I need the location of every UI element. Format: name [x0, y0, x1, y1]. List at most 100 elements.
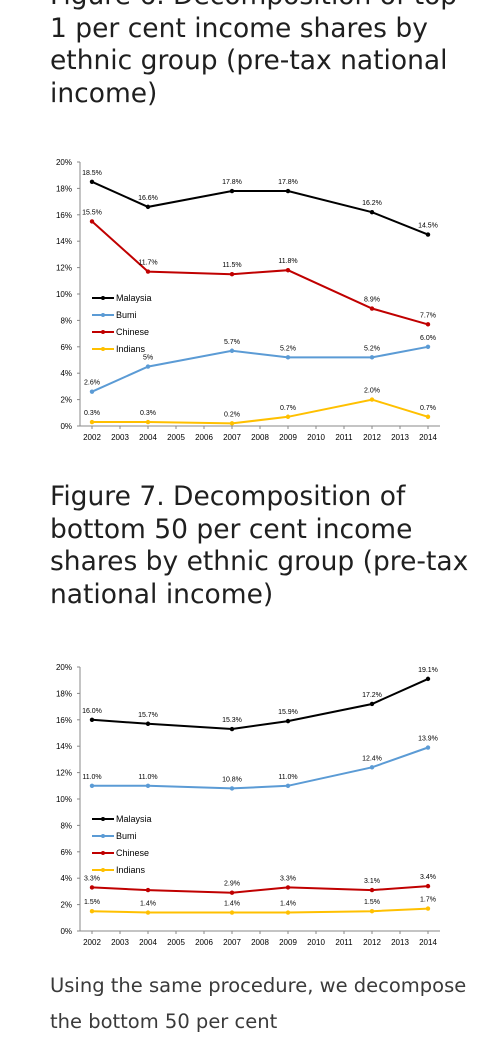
series-line-indians	[92, 398, 429, 425]
x-tick-label: 2011	[335, 433, 353, 442]
data-label-bumi: 2.6%	[84, 380, 100, 387]
legend-label-malaysia: Malaysia	[116, 293, 152, 303]
data-point-indians	[425, 906, 431, 911]
x-tick-label: 2006	[195, 938, 213, 947]
data-point-bumi	[285, 355, 291, 360]
data-label-bumi: 5.2%	[280, 345, 296, 352]
x-tick-label: 2010	[307, 433, 325, 442]
data-label-chinese: 3.1%	[364, 878, 380, 885]
data-label-indians: 0.7%	[280, 405, 296, 412]
y-tick-label: 20%	[56, 158, 72, 167]
x-tick-label: 2013	[391, 938, 409, 947]
data-label-malaysia: 19.1%	[418, 667, 438, 674]
legend-marker-indians	[101, 868, 105, 872]
x-tick-label: 2007	[223, 433, 241, 442]
series-line-bumi	[92, 746, 429, 790]
x-tick-label: 2013	[391, 433, 409, 442]
x-tick-label: 2005	[167, 938, 185, 947]
data-point-indians	[229, 910, 235, 915]
data-label-chinese: 11.7%	[138, 260, 157, 267]
data-label-malaysia: 18.5%	[82, 170, 102, 177]
legend-label-malaysia: Malaysia	[116, 814, 152, 824]
y-tick-label: 8%	[60, 316, 72, 325]
data-point-chinese	[425, 883, 431, 889]
x-tick-label: 2003	[111, 433, 129, 442]
y-tick-label: 12%	[56, 769, 72, 778]
data-label-malaysia: 15.7%	[138, 712, 158, 719]
data-point-bumi	[369, 765, 375, 770]
data-point-malaysia	[89, 179, 95, 184]
data-label-indians: 0.2%	[224, 411, 240, 418]
x-tick-label: 2002	[83, 433, 101, 442]
y-tick-label: 10%	[56, 795, 72, 804]
data-point-chinese	[145, 269, 151, 274]
data-label-malaysia: 15.3%	[222, 717, 242, 724]
x-tick-label: 2007	[223, 938, 241, 947]
data-point-malaysia	[285, 188, 291, 194]
data-point-bumi	[145, 364, 151, 369]
data-point-malaysia	[145, 204, 151, 210]
data-label-chinese: 2.9%	[224, 881, 240, 888]
x-tick-label: 2005	[167, 433, 185, 442]
data-point-bumi	[89, 389, 95, 394]
data-label-malaysia: 16.0%	[82, 708, 102, 715]
legend-label-indians: Indians	[116, 344, 146, 354]
y-tick-label: 4%	[60, 369, 72, 378]
legend-marker-malaysia	[101, 296, 105, 300]
data-label-indians: 1.5%	[84, 899, 100, 906]
figure-6-title: Figure 6. Decomposition of top 1 per cen…	[50, 0, 457, 109]
data-label-indians: 1.7%	[420, 897, 436, 904]
y-tick-label: 12%	[56, 264, 72, 273]
data-label-bumi: 13.9%	[418, 736, 438, 743]
y-tick-label: 0%	[60, 422, 72, 431]
series-line-chinese	[91, 885, 429, 894]
data-label-chinese: 7.7%	[420, 312, 436, 319]
data-label-malaysia: 17.2%	[362, 692, 382, 699]
data-point-indians	[369, 397, 375, 402]
y-tick-label: 18%	[56, 689, 72, 698]
data-point-malaysia	[425, 676, 431, 682]
data-label-chinese: 3.3%	[84, 875, 100, 882]
figure-7-chart: 0% 2% 4% 6% 8% 10% 12% 14% 16% 18% 20% 2002 2003 2004…	[56, 663, 440, 947]
data-point-indians	[145, 910, 151, 915]
data-point-malaysia	[369, 209, 375, 215]
x-tick-label: 2009	[279, 433, 297, 442]
data-point-malaysia	[285, 718, 291, 724]
y-tick-label: 10%	[56, 290, 72, 299]
data-point-bumi	[369, 355, 375, 360]
legend-label-bumi: Bumi	[116, 310, 137, 320]
y-tick-label: 8%	[60, 821, 72, 830]
data-point-chinese	[369, 306, 375, 311]
data-label-bumi: 10.8%	[222, 776, 242, 783]
y-tick-label: 14%	[56, 237, 72, 246]
data-point-chinese	[425, 322, 431, 327]
legend-label-chinese: Chinese	[116, 848, 149, 858]
data-label-bumi: 12.4%	[362, 755, 382, 762]
data-point-bumi	[285, 783, 291, 788]
data-point-bumi	[425, 344, 431, 349]
legend-marker-malaysia	[101, 817, 105, 821]
data-point-indians	[369, 909, 375, 914]
series-line-bumi	[91, 345, 429, 393]
data-point-malaysia	[229, 726, 235, 732]
legend-marker-chinese	[101, 330, 105, 334]
x-tick-label: 2014	[419, 433, 437, 442]
data-label-malaysia: 14.5%	[418, 223, 438, 230]
data-point-chinese	[229, 272, 235, 277]
data-point-indians	[229, 421, 235, 426]
data-point-malaysia	[89, 717, 95, 722]
data-label-malaysia: 16.6%	[138, 195, 158, 202]
data-label-chinese: 11.5%	[222, 262, 241, 269]
x-tick-label: 2009	[279, 938, 297, 947]
data-point-malaysia	[425, 232, 431, 237]
data-label-indians: 1.4%	[280, 901, 296, 908]
data-point-indians	[285, 414, 291, 419]
data-label-chinese: 3.4%	[420, 874, 436, 881]
data-label-indians: 2.0%	[364, 388, 380, 395]
y-tick-label: 14%	[56, 742, 72, 751]
legend-marker-bumi	[101, 834, 105, 838]
data-label-malaysia: 17.8%	[222, 179, 242, 186]
data-point-chinese	[89, 885, 95, 890]
series-line-malaysia	[91, 677, 429, 731]
legend-label-bumi: Bumi	[116, 831, 137, 841]
